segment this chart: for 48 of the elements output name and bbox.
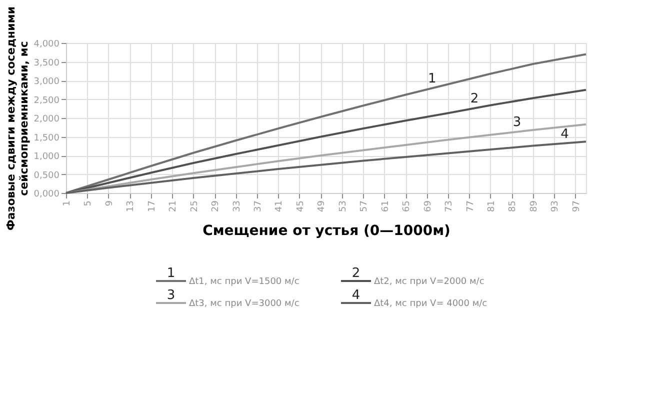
legend-label: Δt1, мс при V=1500 м/с [189,277,300,287]
x-tick-label: 73 [444,200,455,212]
text: 1 [166,266,176,281]
x-tick-label: 1 [62,200,72,206]
legend-label: Δt3, мс при V=3000 м/с [189,299,300,309]
annotation: 1 [428,71,436,86]
x-axis-title: Смещение от устья (0—1000м) [202,222,450,239]
x-tick-label: 85 [508,200,518,212]
x-tick-label: 81 [486,200,497,212]
x-tick-label: 41 [274,200,285,212]
y-tick-label: 1,000 [34,152,60,162]
x-tick-label: 61 [380,200,391,212]
x-tick-label: 57 [360,200,370,212]
y-axis-title: Фазовые сдвиги между соседними сейсмоприемниками, мс [4,6,31,231]
text: 4 [352,288,360,303]
text: 3 [166,288,176,303]
x-tick-label: 17 [147,200,158,212]
x-tick-label: 37 [254,200,264,212]
legend-label: Δt4, мс при V= 4000 м/с [374,299,488,309]
x-tick-label: 77 [466,200,476,212]
y-tick-label: 3,500 [34,58,60,68]
x-tick-label: 93 [550,200,561,212]
annotation: 3 [512,114,522,130]
x-tick-label: 29 [211,200,222,212]
y-tick-label: 2,500 [34,96,60,106]
x-tick-label: 65 [402,200,412,212]
x-tick-label: 9 [104,200,115,206]
y-tick-label: 4,000 [34,40,60,50]
x-tick-label: 5 [84,200,94,206]
x-tick-label: 89 [529,200,540,212]
y-tick-label: 3,000 [34,77,60,87]
text: 2 [352,266,360,281]
annotation: 4 [560,126,569,142]
x-tick-label: 25 [190,200,200,212]
x-tick-label: 33 [232,200,242,212]
x-tick-label: 97 [572,200,582,212]
y-tick-label: 0,000 [34,190,60,200]
legend-label: Δt2, мс при V=2000 м/с [374,277,484,287]
x-tick-label: 13 [126,200,136,212]
annotation: 2 [470,91,479,106]
x-tick-label: 21 [168,200,179,212]
y-tick-label: 2,000 [34,114,60,124]
x-tick-label: 45 [296,200,306,212]
x-tick-label: 53 [338,200,348,212]
x-tick-label: 69 [423,200,434,212]
y-tick-label: 1,500 [34,133,60,144]
x-tick-label: 49 [317,200,328,212]
y-tick-label: 0,500 [34,170,60,181]
